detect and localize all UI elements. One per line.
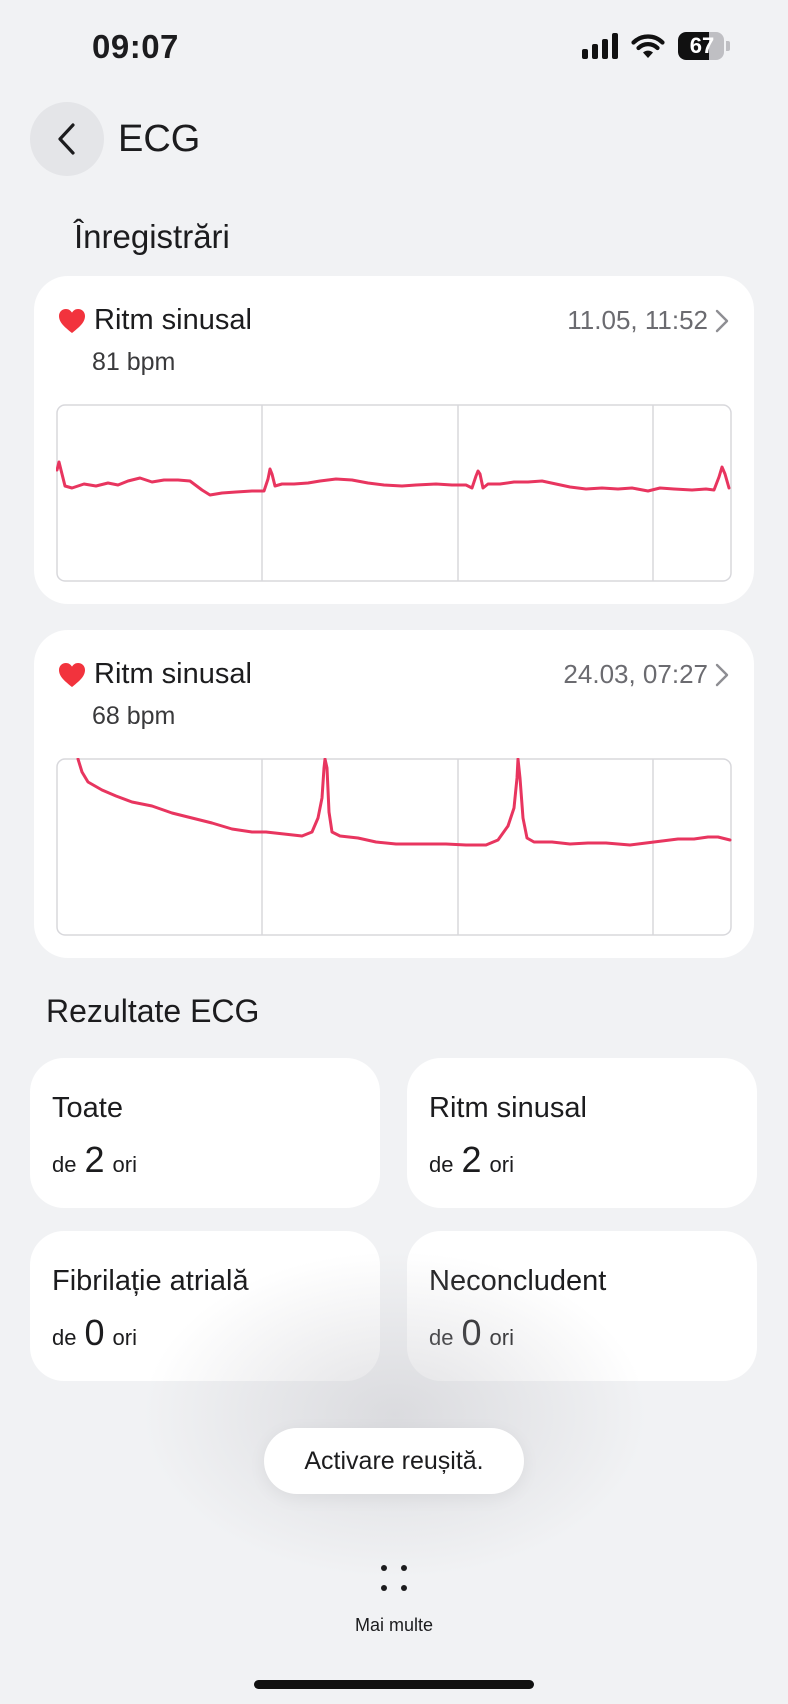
chevron-right-icon — [715, 663, 729, 686]
chevron-right-icon — [715, 309, 729, 332]
wifi-icon — [631, 34, 665, 58]
toast-shadow — [140, 1250, 650, 1580]
recording-card[interactable]: Ritm sinusal 24.03, 07:27 68 bpm — [34, 630, 754, 958]
heart-icon — [59, 662, 85, 687]
status-time: 09:07 — [92, 28, 179, 65]
results-section-title: Rezultate ECG — [46, 993, 260, 1029]
recordings-section-title: Înregistrări — [74, 218, 230, 255]
header: ECG — [30, 102, 200, 176]
recording-card[interactable]: Ritm sinusal 11.05, 11:52 81 bpm — [34, 276, 754, 604]
result-label: Toate — [52, 1092, 123, 1124]
result-count: de 2 ori — [52, 1139, 137, 1180]
more-label: Mai multe — [354, 1615, 434, 1635]
battery-icon: 67 — [678, 32, 730, 60]
recording-label: Ritm sinusal — [94, 304, 252, 336]
recording-bpm: 81 bpm — [92, 348, 176, 376]
result-card-sinus-rhythm[interactable]: Ritm sinusal de 2 ori — [407, 1058, 757, 1208]
recording-date: 24.03, 07:27 — [563, 659, 730, 690]
ecg-waveform-chart — [56, 404, 732, 582]
result-label: Fibrilație atrială — [52, 1265, 249, 1297]
recording-bpm: 68 bpm — [92, 702, 176, 730]
chevron-left-icon — [58, 123, 75, 155]
back-button[interactable] — [30, 102, 104, 176]
ecg-waveform-chart — [56, 758, 732, 936]
more-button[interactable]: Mai multe — [344, 1558, 444, 1636]
heart-icon — [59, 308, 85, 333]
status-bar: 09:07 67 — [0, 0, 788, 95]
toast-message: Activare reușită. — [264, 1428, 524, 1494]
status-icons: 67 — [582, 30, 730, 62]
result-card-all[interactable]: Toate de 2 ori — [30, 1058, 380, 1208]
dots-grid-icon — [381, 1565, 407, 1591]
result-count: de 2 ori — [429, 1139, 514, 1180]
battery-percent: 67 — [689, 33, 715, 58]
recording-date: 11.05, 11:52 — [567, 305, 730, 336]
cellular-signal-icon — [582, 33, 618, 59]
result-label: Ritm sinusal — [429, 1092, 587, 1124]
recording-label: Ritm sinusal — [94, 658, 252, 690]
page-title: ECG — [118, 117, 201, 160]
home-indicator[interactable] — [254, 1680, 534, 1689]
